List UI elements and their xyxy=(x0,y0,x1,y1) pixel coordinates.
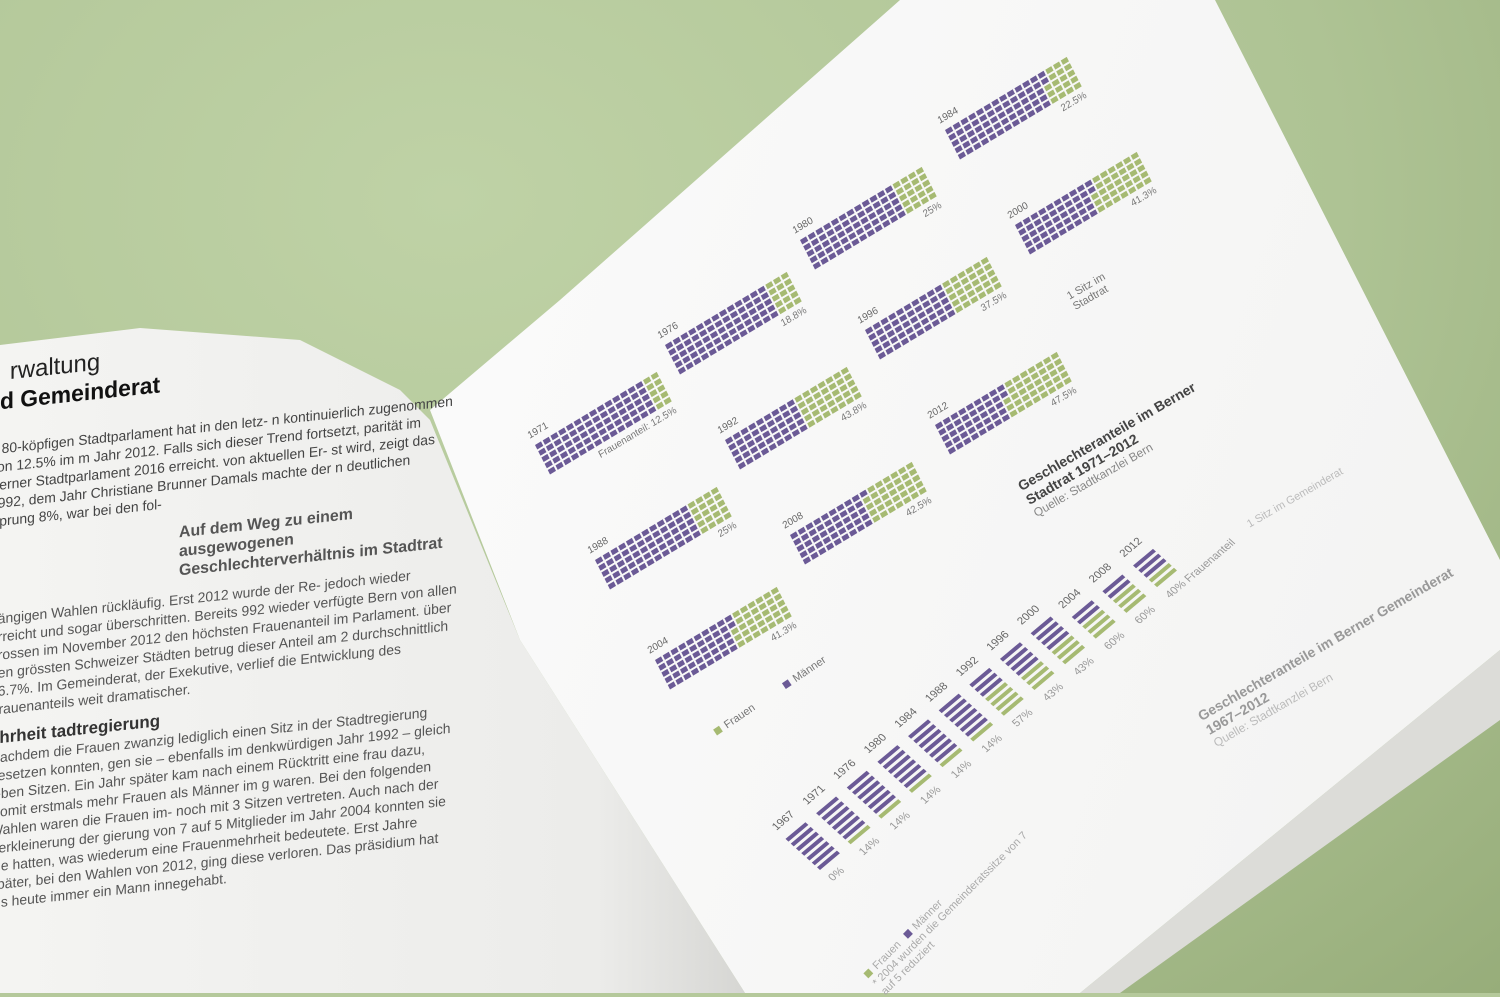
left-page-text: rwaltung d Gemeinderat n 80-köpfigen Sta… xyxy=(0,311,457,912)
left-page xyxy=(0,328,745,993)
men-swatch xyxy=(781,679,792,690)
right-page xyxy=(430,0,1500,993)
body-column: gängigen Wahlen rückläufig. Erst 2012 wu… xyxy=(0,561,457,912)
men-swatch xyxy=(903,928,913,939)
